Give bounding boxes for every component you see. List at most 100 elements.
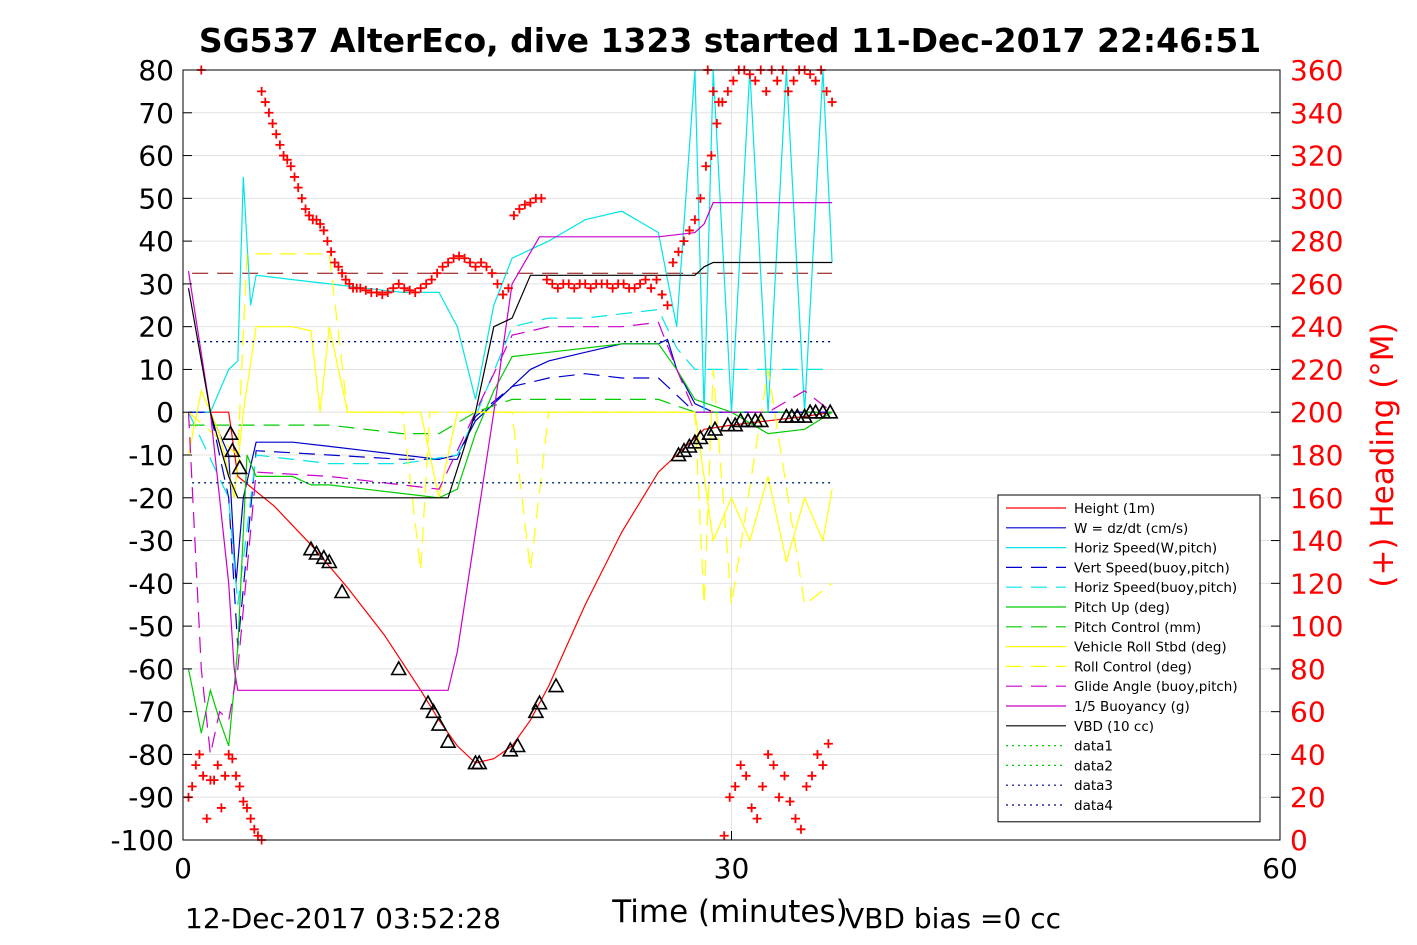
triangle-marker (547, 677, 565, 693)
triangle-marker (706, 420, 724, 436)
heading-plus-marker (416, 283, 426, 293)
x-tick-label: 60 (1262, 852, 1298, 885)
y-tick-label: -60 (128, 653, 174, 686)
heading-plus-marker (394, 279, 404, 289)
heading-plus-marker (492, 279, 502, 289)
heading-plus-marker (750, 76, 760, 86)
heading-plus-marker (536, 193, 546, 203)
y2-tick-label: 300 (1290, 182, 1343, 215)
heading-plus-marker (695, 193, 705, 203)
heading-plus-marker (580, 279, 590, 289)
heading-plus-marker (741, 771, 751, 781)
heading-plus-marker (706, 151, 716, 161)
heading-plus-marker (783, 86, 793, 96)
x-axis-label: Time (minutes) (611, 894, 847, 930)
legend-label-13: data2 (1074, 758, 1113, 774)
triangle-marker (681, 437, 698, 453)
heading-plus-marker (690, 215, 700, 225)
y2-tick-label: 160 (1290, 482, 1343, 515)
heading-plus-marker (745, 69, 755, 79)
heading-plus-marker (482, 262, 492, 272)
heading-plus-marker (701, 161, 711, 171)
heading-plus-marker (268, 118, 278, 128)
legend-label-3: Vert Speed(buoy,pitch) (1074, 560, 1230, 576)
heading-plus-marker (405, 285, 415, 295)
heading-plus-marker (801, 782, 811, 792)
heading-plus-marker (708, 86, 718, 96)
heading-plus-marker (476, 258, 486, 267)
y-tick-label: 40 (138, 225, 174, 258)
footer-vbd-bias: VBD bias =0 cc (845, 902, 1061, 935)
heading-plus-marker (333, 262, 343, 272)
heading-plus-marker (785, 797, 795, 806)
heading-plus-marker (264, 108, 274, 118)
heading-plus-marker (780, 771, 790, 781)
triangle-marker (231, 459, 249, 475)
triangle-marker (814, 403, 832, 419)
y2-tick-label: 100 (1290, 610, 1343, 643)
heading-plus-marker (827, 97, 837, 107)
heading-plus-marker (663, 300, 673, 310)
heading-plus-marker (747, 803, 757, 813)
y-tick-label: 80 (138, 54, 174, 87)
series-line-4 (187, 308, 833, 605)
series-line-9 (187, 321, 833, 755)
legend-box (997, 494, 1261, 823)
heading-plus-marker (471, 262, 481, 272)
legend-label-1: W = dz/dt (cm/s) (1074, 521, 1188, 537)
triangle-marker (821, 403, 839, 419)
heading-plus-marker (811, 76, 821, 86)
heading-plus-marker (730, 782, 740, 792)
heading-plus-marker (372, 287, 382, 297)
heading-plus-marker (326, 247, 336, 257)
heading-plus-marker (736, 760, 746, 770)
heading-plus-marker (752, 814, 762, 824)
heading-plus-marker (714, 97, 724, 107)
heading-plus-marker (641, 275, 651, 285)
heading-plus-marker (684, 225, 694, 235)
triangle-marker (425, 703, 442, 719)
legend-label-0: Height (1m) (1074, 501, 1155, 517)
heading-plus-marker (761, 86, 771, 96)
y-tick-label: 70 (138, 97, 174, 130)
legend-label-5: Pitch Up (deg) (1074, 600, 1170, 616)
heading-plus-marker (723, 86, 733, 96)
heading-plus-marker (498, 290, 508, 300)
series-line-8 (188, 253, 833, 606)
heading-plus-marker (818, 760, 828, 770)
heading-plus-marker (290, 172, 300, 182)
heading-plus-marker (432, 268, 442, 278)
heading-plus-marker (812, 749, 822, 759)
legend-label-12: data1 (1074, 739, 1113, 755)
heading-plus-marker (220, 771, 230, 781)
y-tick-label: -100 (110, 824, 174, 857)
legend-label-10: 1/5 Buoyancy (g) (1074, 699, 1190, 715)
heading-plus-marker (630, 283, 640, 293)
triangle-marker (390, 660, 408, 676)
heading-plus-marker (235, 782, 245, 792)
heading-plus-marker (652, 275, 662, 285)
chart-title: SG537 AlterEco, dive 1323 started 11-Dec… (199, 21, 1261, 60)
triangle-marker (320, 553, 338, 569)
heading-plus-marker (282, 155, 292, 165)
heading-plus-marker (198, 771, 208, 781)
heading-plus-marker (712, 118, 722, 128)
footer-timestamp: 12-Dec-2017 03:52:28 (185, 902, 501, 935)
y-tick-label: -40 (128, 567, 174, 600)
heading-plus-marker (410, 287, 420, 297)
y-tick-label: -80 (128, 738, 174, 771)
y2-tick-label: 80 (1290, 653, 1326, 686)
heading-plus-marker (260, 97, 270, 107)
triangle-marker (501, 741, 519, 757)
heading-plus-marker (822, 86, 832, 96)
heading-plus-marker (774, 792, 784, 802)
heading-plus-marker (286, 161, 296, 171)
heading-plus-marker (388, 283, 398, 293)
heading-plus-marker (227, 754, 237, 764)
series-line-7 (187, 326, 833, 563)
heading-plus-marker (238, 797, 248, 806)
y-tick-label: 30 (138, 268, 174, 301)
heading-plus-marker (443, 258, 453, 267)
y2-tick-label: 120 (1290, 567, 1343, 600)
marker-layer (183, 65, 839, 845)
